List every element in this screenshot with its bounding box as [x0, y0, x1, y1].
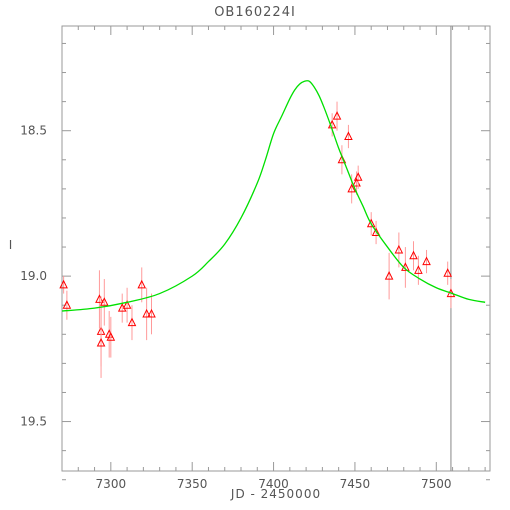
y-tick-label: 19.5	[20, 415, 47, 429]
data-point	[122, 300, 132, 309]
y-tick-label: 19.0	[20, 269, 47, 283]
chart-title: OB160224I	[214, 5, 296, 20]
data-point	[347, 183, 356, 193]
data-point	[142, 308, 151, 318]
x-axis-label: JD - 2450000	[230, 487, 321, 501]
data-point	[353, 172, 363, 181]
data-point	[384, 271, 394, 280]
data-points	[59, 101, 456, 378]
y-tick-label: 18.5	[20, 124, 47, 138]
data-point	[344, 131, 353, 141]
data-point	[106, 332, 116, 341]
data-point	[366, 218, 376, 228]
data-point	[422, 256, 431, 266]
x-tick-label: 7500	[421, 477, 452, 491]
data-point	[332, 111, 342, 120]
data-point	[409, 250, 418, 260]
x-tick-label: 7400	[258, 477, 289, 491]
data-point	[96, 337, 106, 347]
data-point	[127, 317, 137, 327]
axis-ticks	[62, 26, 490, 481]
x-tick-label: 7450	[340, 477, 371, 491]
data-point	[62, 300, 72, 309]
data-point	[100, 297, 109, 306]
data-point	[414, 265, 423, 274]
data-point	[137, 279, 147, 289]
y-tick-labels: 18.5 19.0 19.5	[20, 124, 47, 429]
data-point	[443, 268, 452, 277]
data-point	[147, 308, 156, 318]
plot-frame	[61, 25, 491, 472]
x-tick-labels: 7300 7350 7400 7450 7500	[96, 477, 452, 491]
data-point	[59, 279, 68, 289]
model-curve	[61, 80, 486, 312]
data-point	[371, 227, 381, 237]
x-tick-label: 7350	[177, 477, 208, 491]
x-tick-label: 7300	[96, 477, 127, 491]
y-axis-label: I	[9, 238, 14, 252]
data-point	[394, 244, 404, 254]
